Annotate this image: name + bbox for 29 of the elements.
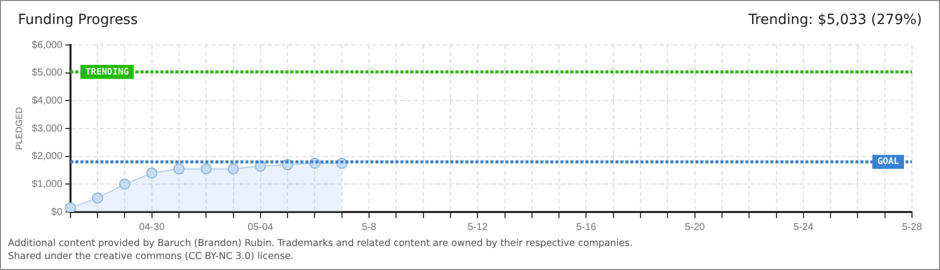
x-tick-label: 5-16 xyxy=(576,222,597,233)
y-tick-label: $3,000 xyxy=(32,123,63,134)
point xyxy=(119,178,130,190)
text: Trending: $5,033 (279%) xyxy=(748,12,922,28)
x-tick-label: 5-28 xyxy=(902,222,922,233)
y-tick-label: $2,000 xyxy=(32,151,63,162)
point xyxy=(228,163,239,174)
x-tick-label: 5-8 xyxy=(362,222,377,233)
chart-title: Funding Progress xyxy=(18,12,138,28)
ref-line-label: GOAL xyxy=(877,157,900,168)
y-tick-label: $6,000 xyxy=(32,40,63,51)
y-tick-label: $5,000 xyxy=(32,68,63,79)
x-tick-label: 5-24 xyxy=(793,222,814,233)
point xyxy=(64,202,76,212)
x-tick-label: 05-04 xyxy=(248,222,274,233)
x-tick-label: 5-20 xyxy=(684,222,706,233)
y-tick-label: $0 xyxy=(51,206,63,218)
y-axis-title: PLEDGED xyxy=(14,106,24,150)
text: Shared under the creative commons (CC BY-NC 3.0) license. xyxy=(8,250,295,263)
point xyxy=(146,168,158,179)
y-tick-label: $4,000 xyxy=(32,95,63,106)
x-tick-label: 04-30 xyxy=(139,222,166,233)
text: Additional content provided by Baruch (Brandon) Rubin. Trademarks and related content are owned by their respective companies. xyxy=(8,237,633,250)
y-tick-label: $1,000 xyxy=(32,178,63,190)
point xyxy=(92,192,104,204)
ref-line-label: TRENDING xyxy=(85,67,129,78)
point xyxy=(173,163,184,174)
point xyxy=(200,163,212,174)
x-tick-label: 5-12 xyxy=(468,222,488,233)
